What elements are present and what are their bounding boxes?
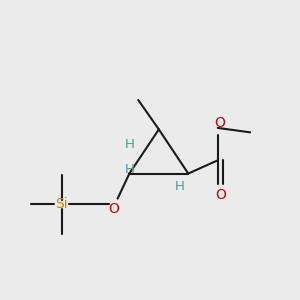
Text: H: H — [124, 163, 134, 176]
Text: O: O — [215, 188, 226, 202]
Text: O: O — [214, 116, 225, 130]
Text: Si: Si — [56, 197, 68, 212]
Text: O: O — [108, 202, 118, 216]
Text: H: H — [124, 138, 134, 151]
Text: H: H — [175, 180, 184, 193]
